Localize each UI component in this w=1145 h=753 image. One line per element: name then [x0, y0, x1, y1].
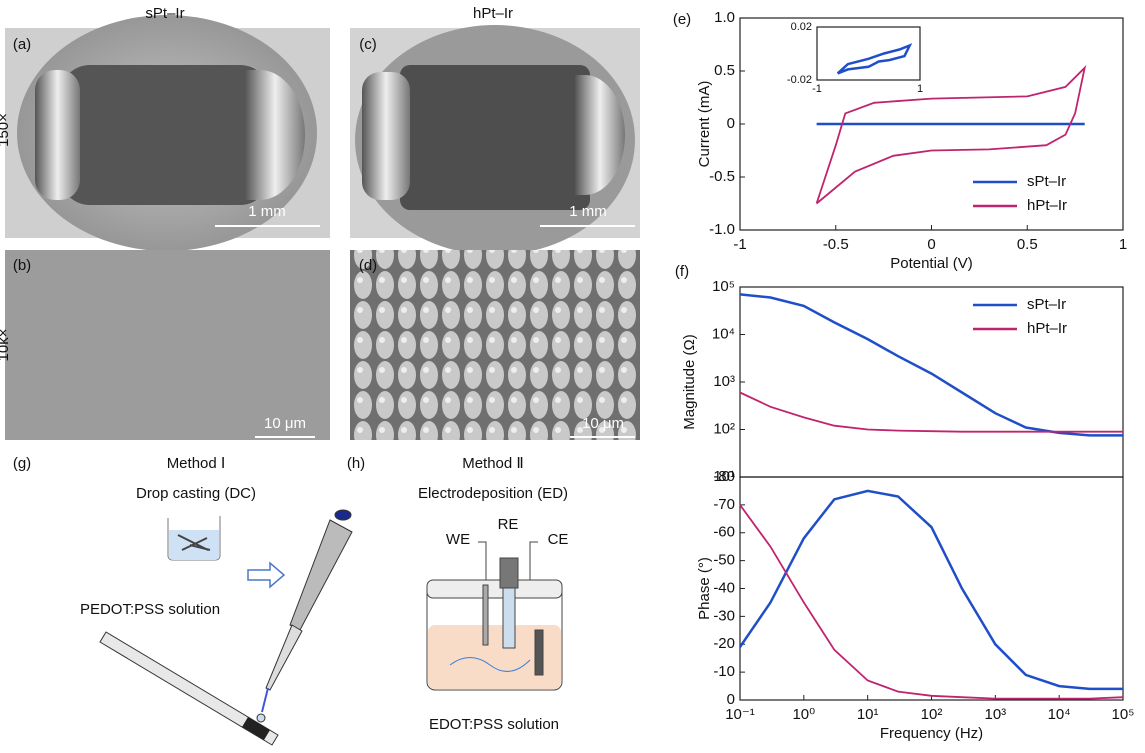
x-tick-label: 1: [1119, 236, 1127, 253]
y-tick-label: -0.02: [787, 74, 812, 86]
scale-label: 1 mm: [248, 203, 286, 220]
y-axis-label: Current (mA): [696, 81, 713, 168]
beaker: [168, 516, 220, 560]
sem-c: [350, 25, 640, 255]
plot-frame: [740, 477, 1123, 700]
y-tick-label: -10: [713, 663, 735, 680]
sem-b: [5, 250, 330, 440]
panel-label: (g): [13, 455, 31, 472]
y-tick-label: -1.0: [709, 221, 735, 238]
y-tick-label: -40: [713, 579, 735, 596]
panel-label: (f): [675, 263, 689, 280]
row-label: 150×: [0, 113, 12, 147]
y-tick-label: 10³: [713, 373, 735, 390]
scale-label: 10 μm: [264, 415, 306, 432]
method-subtitle: Electrodeposition (ED): [418, 485, 568, 502]
y-tick-label: 1.0: [714, 9, 735, 26]
x-tick-label: 10³: [984, 706, 1006, 723]
method-title: Method Ⅱ: [462, 455, 524, 472]
method-subtitle: Drop casting (DC): [136, 485, 256, 502]
x-axis-label: Potential (V): [890, 255, 973, 272]
legend-label: hPt–Ir: [1027, 320, 1067, 337]
electrode-label: WE: [446, 531, 470, 548]
column-label: hPt–Ir: [473, 5, 513, 22]
y-axis-label: Magnitude (Ω): [681, 334, 698, 429]
panel-label: (b): [13, 257, 31, 274]
electrode-label: RE: [498, 516, 519, 533]
y-tick-label: -70: [713, 496, 735, 513]
arrow: [248, 563, 284, 587]
x-tick-label: -1: [812, 83, 822, 95]
column-label: sPt–Ir: [145, 5, 184, 22]
scale-label: 10 μm: [582, 415, 624, 432]
x-tick-label: 10²: [921, 706, 943, 723]
y-tick-label: 0: [727, 115, 735, 132]
method-title: Method Ⅰ: [167, 455, 226, 472]
electrode-label: CE: [548, 531, 569, 548]
x-tick-label: 10⁻¹: [725, 706, 755, 723]
scale-label: 1 mm: [569, 203, 607, 220]
solution-label: EDOT:PSS solution: [429, 716, 559, 733]
x-tick-label: 10¹: [857, 706, 879, 723]
y-tick-label: 0.02: [791, 21, 812, 33]
x-axis-label: Frequency (Hz): [880, 725, 983, 742]
legend-label: sPt–Ir: [1027, 173, 1066, 190]
panel-label: (e): [673, 11, 691, 28]
figure: 1 mm 1 mm 10 μm 10 μm sPt–Ir hPt–Ir 150×…: [0, 0, 1145, 748]
y-axis-label: Phase (°): [696, 557, 713, 620]
x-tick-label: 10⁵: [1112, 706, 1135, 723]
y-tick-label: 10²: [713, 420, 735, 437]
panel-label: (h): [347, 455, 365, 472]
plot-frame: [740, 287, 1123, 477]
y-tick-label: -30: [713, 607, 735, 624]
y-tick-label: -50: [713, 552, 735, 569]
x-tick-label: 0.5: [1017, 236, 1038, 253]
x-tick-label: 1: [917, 83, 923, 95]
y-tick-label: 10⁴: [712, 325, 735, 342]
series-line: [740, 505, 1123, 699]
y-tick-label: -60: [713, 524, 735, 541]
y-tick-label: -0.5: [709, 168, 735, 185]
x-tick-label: 10⁴: [1048, 706, 1071, 723]
series-line: [740, 491, 1123, 689]
legend-label: hPt–Ir: [1027, 197, 1067, 214]
sem-d: [350, 250, 640, 440]
x-tick-label: 0: [927, 236, 935, 253]
cell: [427, 542, 562, 690]
series-line: [740, 294, 1123, 435]
series-line: [740, 393, 1123, 432]
pipette: [257, 510, 352, 722]
panel-label: (a): [13, 36, 31, 53]
y-tick-label: 10⁵: [712, 278, 735, 295]
x-tick-label: 10⁰: [792, 706, 815, 723]
row-label: 10k×: [0, 329, 12, 362]
x-tick-label: -1: [733, 236, 746, 253]
y-tick-label: 0.5: [714, 62, 735, 79]
legend-label: sPt–Ir: [1027, 296, 1066, 313]
y-tick-label: -80: [713, 468, 735, 485]
electrode-rod: [100, 632, 278, 745]
panel-label: (c): [359, 36, 377, 53]
y-tick-label: -20: [713, 635, 735, 652]
solution-label: PEDOT:PSS solution: [80, 601, 220, 618]
x-tick-label: -0.5: [823, 236, 849, 253]
panel-label: (d): [359, 257, 377, 274]
